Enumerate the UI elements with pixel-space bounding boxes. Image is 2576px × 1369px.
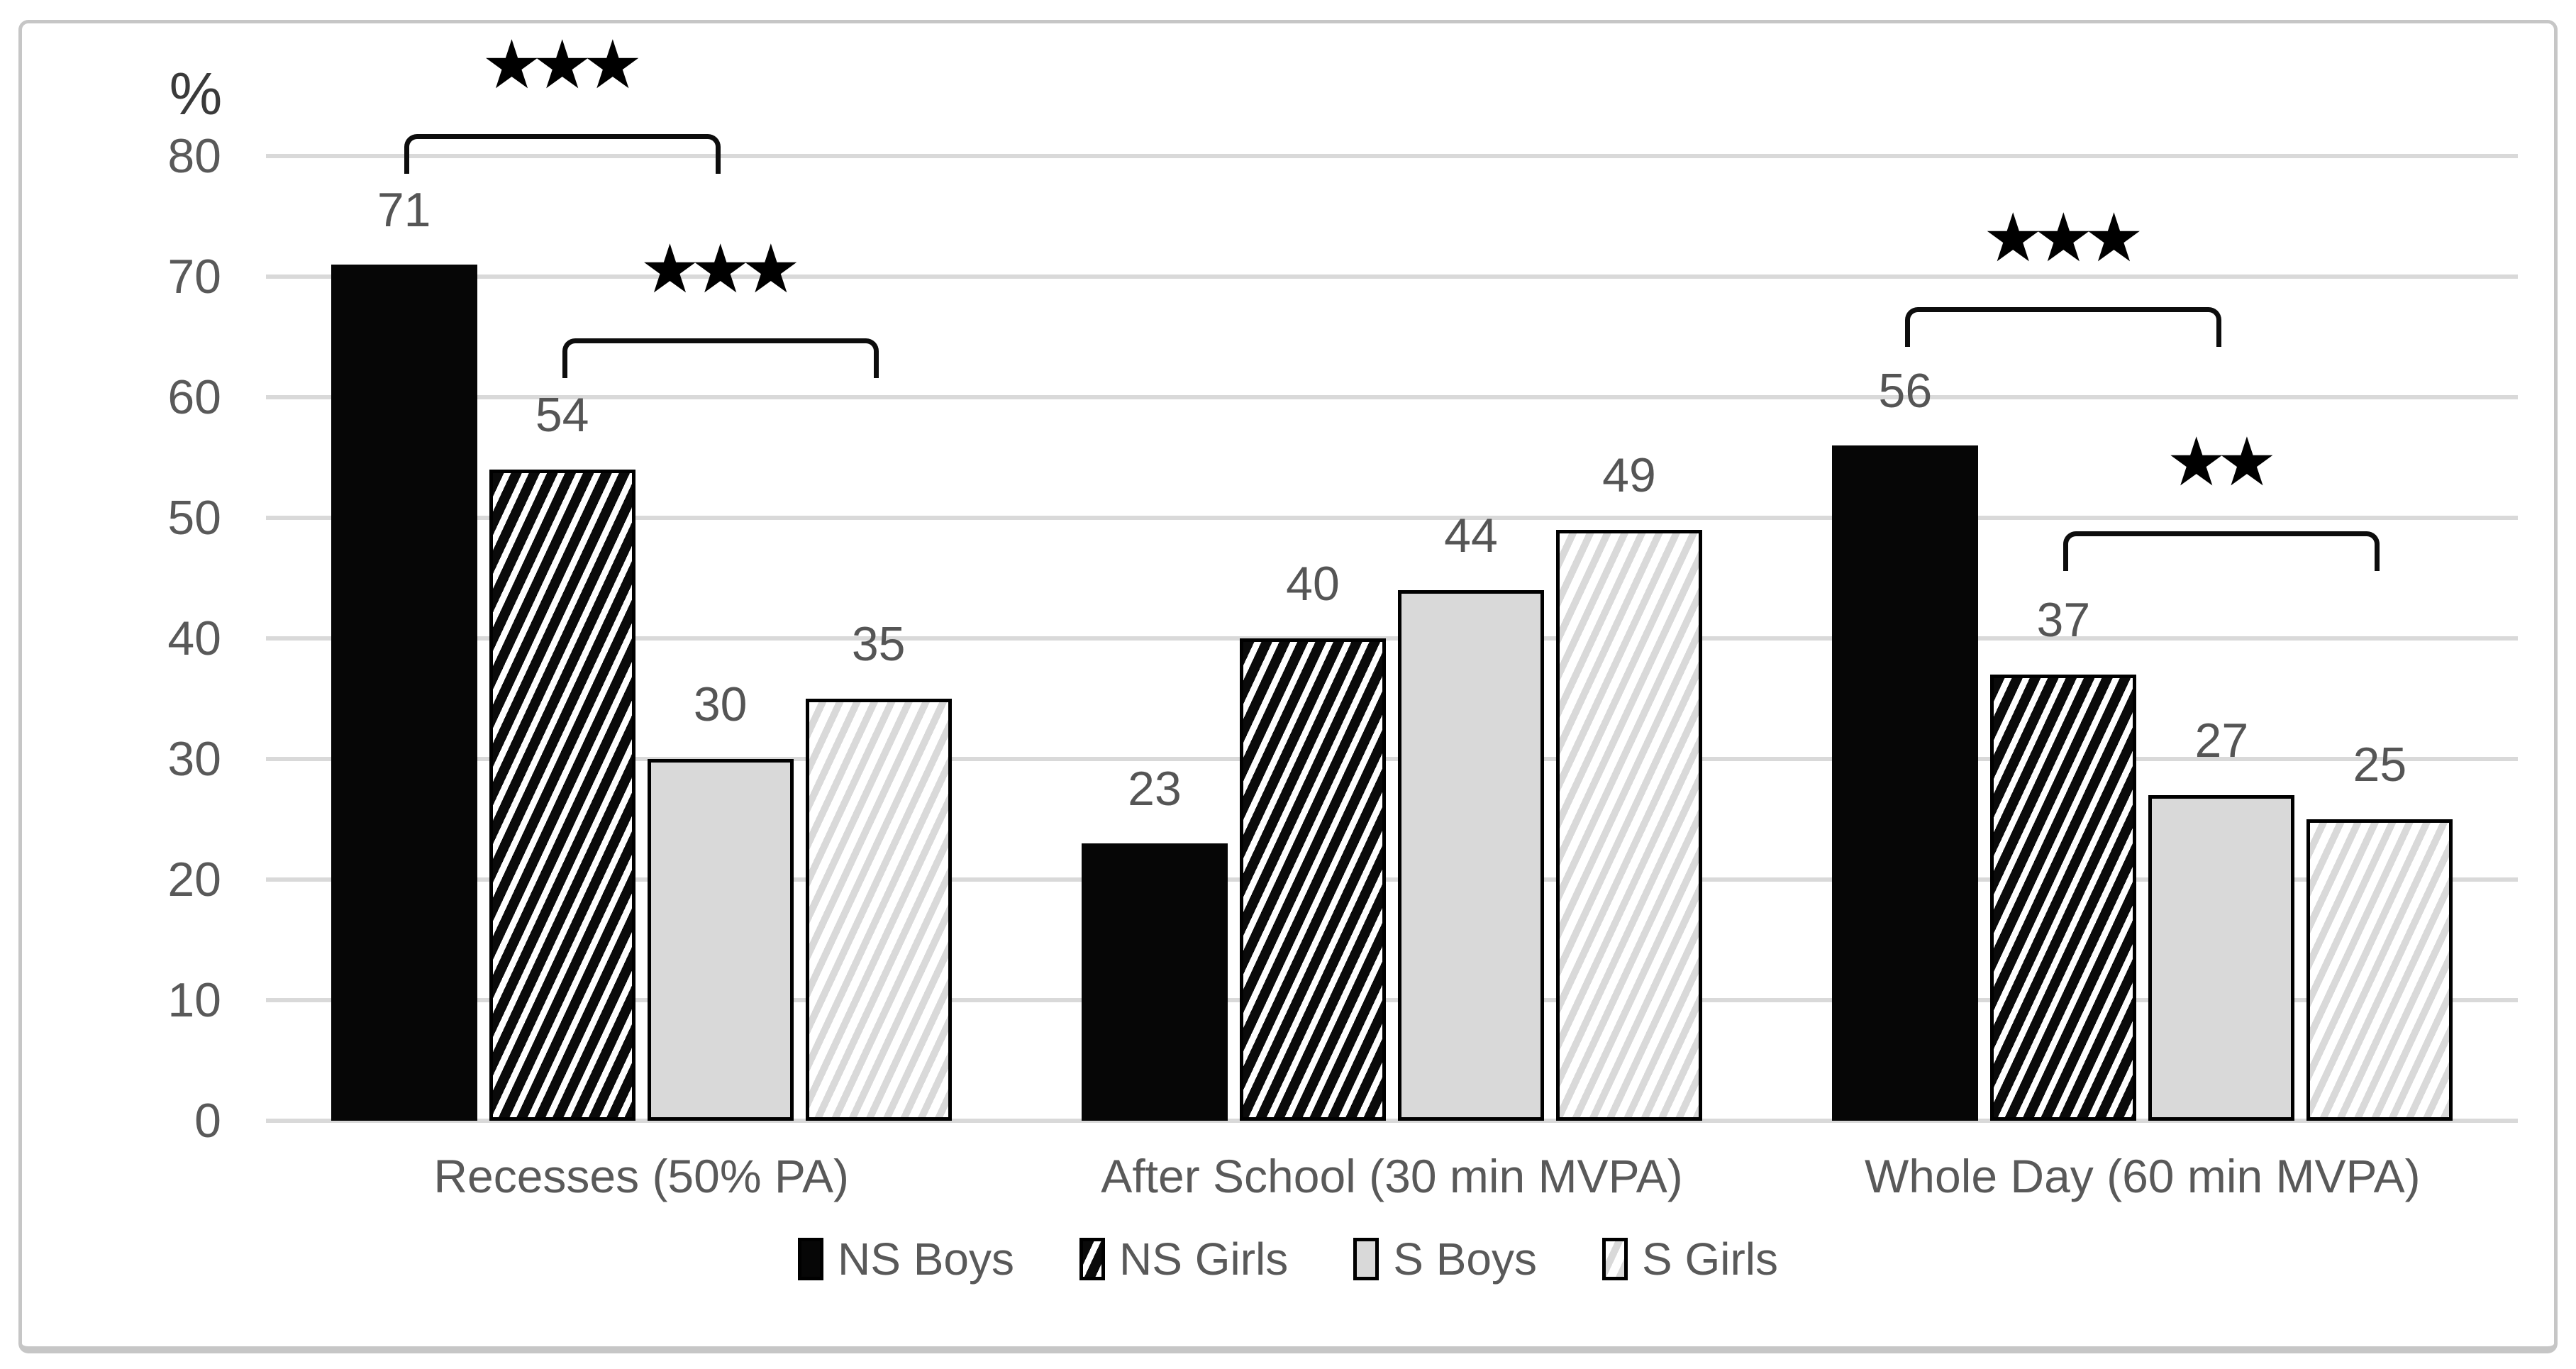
y-tick-label-40: 40 <box>167 611 221 665</box>
bar-s-girls-2 <box>1556 530 1702 1121</box>
significance-stars-3: ★★★ <box>1982 200 2145 276</box>
gridline-50 <box>266 516 2518 520</box>
bar-ns-girls-1 <box>489 470 635 1121</box>
category-label-1: Recesses (50% PA) <box>433 1150 849 1202</box>
legend-swatch-ns-girls <box>1079 1238 1105 1280</box>
bar-value-label: 49 <box>1602 448 1656 502</box>
gridline-80 <box>266 154 2518 158</box>
legend-item-s-girls: S Girls <box>1601 1234 1778 1285</box>
category-label-2: After School (30 min MVPA) <box>1101 1150 1683 1202</box>
bar-value-label: 71 <box>377 183 431 237</box>
bar-ns-boys-3 <box>1832 445 1979 1121</box>
legend-label: S Girls <box>1641 1234 1778 1285</box>
legend-label: NS Boys <box>838 1234 1014 1285</box>
legend-swatch-s-boys <box>1353 1238 1379 1280</box>
bar-s-boys-1 <box>647 759 794 1121</box>
bar-ns-boys-1 <box>331 265 477 1121</box>
bar-ns-boys-2 <box>1082 843 1228 1121</box>
y-tick-label-60: 60 <box>167 370 221 424</box>
gridline-60 <box>266 395 2518 399</box>
bar-s-girls-1 <box>805 699 952 1121</box>
legend-label: S Boys <box>1393 1234 1537 1285</box>
gridline-0 <box>266 1119 2518 1123</box>
bar-value-label: 44 <box>1444 509 1498 562</box>
significance-bracket-4 <box>2063 531 2380 571</box>
bar-value-label: 56 <box>1878 364 1933 418</box>
bar-value-label: 30 <box>693 677 748 731</box>
gridline-10 <box>266 998 2518 1002</box>
gridline-40 <box>266 636 2518 641</box>
y-tick-label-50: 50 <box>167 491 221 545</box>
legend-swatch-s-girls <box>1601 1238 1628 1280</box>
significance-stars-4: ★★ <box>2166 424 2277 500</box>
y-tick-label-30: 30 <box>167 732 221 786</box>
significance-stars-2: ★★★ <box>639 231 801 307</box>
legend: NS Boys NS Girls S Boys S Girls <box>0 1234 2576 1284</box>
bar-s-boys-3 <box>2148 795 2295 1121</box>
significance-stars-1: ★★★ <box>481 28 643 104</box>
bar-ns-girls-2 <box>1240 638 1386 1121</box>
y-tick-label-20: 20 <box>167 853 221 907</box>
significance-bracket-2 <box>562 338 879 378</box>
bar-value-label: 54 <box>535 388 589 442</box>
bar-value-label: 37 <box>2036 593 2091 647</box>
bar-value-label: 35 <box>851 617 906 671</box>
gridline-30 <box>266 757 2518 761</box>
bar-value-label: 40 <box>1286 557 1340 611</box>
bar-s-girls-3 <box>2306 819 2453 1121</box>
y-tick-label-70: 70 <box>167 250 221 304</box>
legend-item-s-boys: S Boys <box>1353 1234 1537 1284</box>
gridline-20 <box>266 877 2518 882</box>
bar-value-label: 23 <box>1128 762 1182 816</box>
y-tick-label-10: 10 <box>167 973 221 1027</box>
y-tick-label-0: 0 <box>194 1094 221 1148</box>
significance-bracket-3 <box>1905 306 2222 347</box>
y-tick-label-80: 80 <box>167 129 221 183</box>
bar-s-boys-2 <box>1398 590 1544 1121</box>
category-label-3: Whole Day (60 min MVPA) <box>1865 1150 2421 1202</box>
y-axis-unit-label: % <box>169 60 223 127</box>
gridline-70 <box>266 275 2518 279</box>
bar-value-label: 27 <box>2194 714 2249 767</box>
legend-label: NS Girls <box>1119 1234 1289 1285</box>
legend-swatch-ns-boys <box>798 1238 824 1280</box>
legend-item-ns-boys: NS Boys <box>798 1234 1014 1284</box>
legend-item-ns-girls: NS Girls <box>1079 1234 1288 1284</box>
bar-value-label: 25 <box>2353 738 2407 792</box>
significance-bracket-1 <box>404 134 721 174</box>
bar-ns-girls-3 <box>1990 675 2137 1121</box>
